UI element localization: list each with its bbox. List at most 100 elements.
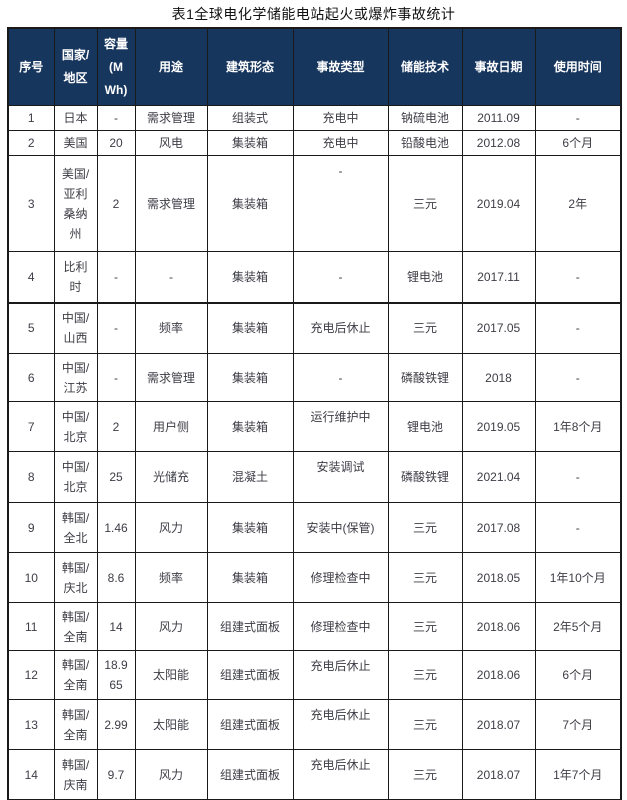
cell-capacity: - [96, 353, 136, 402]
cell-date: 2017.11 [461, 251, 536, 304]
cell-capacity: 2 [96, 401, 136, 452]
cell-capacity: - [96, 105, 136, 131]
cell-usage: 风力 [134, 749, 208, 800]
cell-region: 美国/ 亚利 桑纳 州 [53, 155, 98, 252]
cell-region: 韩国/ 全南 [53, 699, 98, 750]
cell-date: 2018.06 [461, 650, 536, 700]
cell-tech: 磷酸铁锂 [387, 451, 463, 503]
col-header-region: 国家/ 地区 [53, 27, 98, 106]
cell-capacity: 18.9 65 [96, 650, 136, 700]
cell-date: 2018.06 [461, 602, 536, 651]
cell-accident-type: 充电中 [292, 105, 389, 131]
cell-index: 6 [7, 353, 55, 402]
cell-accident-type: - [292, 353, 389, 402]
cell-capacity: 1.46 [96, 502, 136, 553]
cell-index: 4 [7, 251, 55, 304]
cell-date: 2018.07 [461, 749, 536, 800]
cell-usage: 太阳能 [134, 650, 208, 700]
cell-duration: 1年8个月 [534, 401, 622, 452]
cell-usage: 频率 [134, 552, 208, 603]
cell-region: 韩国/ 庆南 [53, 749, 98, 800]
cell-index: 11 [7, 602, 55, 651]
cell-building: 集装箱 [206, 251, 294, 304]
col-header-capacity: 容量 (M Wh) [96, 27, 136, 106]
cell-usage: 光储充 [134, 451, 208, 503]
cell-index: 7 [7, 401, 55, 452]
cell-index: 8 [7, 451, 55, 503]
table-row: 7 中国/ 北京 2 用户侧 集装箱 运行维护中 锂电池 2019.05 1年8… [7, 401, 622, 452]
cell-usage: - [134, 251, 208, 304]
cell-usage: 风力 [134, 602, 208, 651]
cell-capacity: 25 [96, 451, 136, 503]
cell-usage: 频率 [134, 302, 208, 354]
cell-capacity: 9.7 [96, 749, 136, 800]
cell-usage: 需求管理 [134, 353, 208, 402]
cell-region: 韩国/ 全南 [53, 650, 98, 700]
cell-index: 14 [7, 749, 55, 800]
cell-accident-type: 运行维护中 [292, 401, 389, 452]
cell-building: 集装箱 [206, 130, 294, 156]
cell-building: 组建式面板 [206, 749, 294, 800]
cell-tech: 三元 [387, 302, 463, 354]
table-row: 13 韩国/ 全南 2.99 太阳能 组建式面板 充电后休止 三元 2018.0… [7, 699, 622, 750]
table-row: 11 韩国/ 全南 14 风力 组建式面板 修理检查中 三元 2018.06 2… [7, 602, 622, 651]
cell-index: 5 [7, 302, 55, 354]
table-row: 6 中国/ 江苏 - 需求管理 集装箱 - 磷酸铁锂 2018 - [7, 353, 622, 402]
col-header-usage: 用途 [134, 27, 208, 106]
cell-index: 1 [7, 105, 55, 131]
cell-region: 美国 [53, 130, 98, 156]
cell-date: 2018.07 [461, 699, 536, 750]
cell-index: 9 [7, 502, 55, 553]
cell-accident-type: 修理检查中 [292, 602, 389, 651]
cell-duration: - [534, 105, 622, 131]
cell-duration: 6个月 [534, 650, 622, 700]
cell-region: 韩国/ 全南 [53, 602, 98, 651]
cell-tech: 锂电池 [387, 251, 463, 304]
cell-tech: 三元 [387, 699, 463, 750]
cell-building: 组建式面板 [206, 699, 294, 750]
cell-capacity: 8.6 [96, 552, 136, 603]
cell-date: 2021.04 [461, 451, 536, 503]
cell-capacity: 14 [96, 602, 136, 651]
cell-capacity: - [96, 251, 136, 304]
cell-duration: 6个月 [534, 130, 622, 156]
cell-accident-type: - [292, 251, 389, 304]
cell-tech: 磷酸铁锂 [387, 353, 463, 402]
cell-duration: - [534, 302, 622, 354]
cell-capacity: 20 [96, 130, 136, 156]
cell-accident-type: 充电后休止 [292, 699, 389, 750]
col-header-date: 事故日期 [461, 27, 536, 106]
cell-accident-type: 充电后休止 [292, 749, 389, 800]
cell-usage: 太阳能 [134, 699, 208, 750]
cell-accident-type: 充电中 [292, 130, 389, 156]
cell-region: 日本 [53, 105, 98, 131]
cell-region: 韩国/ 庆北 [53, 552, 98, 603]
cell-index: 3 [7, 155, 55, 252]
cell-duration: 7个月 [534, 699, 622, 750]
cell-index: 10 [7, 552, 55, 603]
cell-duration: - [534, 251, 622, 304]
cell-date: 2018 [461, 353, 536, 402]
cell-date: 2017.05 [461, 302, 536, 354]
cell-duration: - [534, 502, 622, 553]
table-header-row: 序号 国家/ 地区 容量 (M Wh) 用途 建筑形态 事故类型 储能技术 事故… [7, 27, 622, 106]
table-row: 12 韩国/ 全南 18.9 65 太阳能 组建式面板 充电后休止 三元 201… [7, 650, 622, 700]
cell-tech: 三元 [387, 602, 463, 651]
cell-building: 集装箱 [206, 401, 294, 452]
table-row: 3 美国/ 亚利 桑纳 州 2 需求管理 集装箱 - 三元 2019.04 2年 [7, 155, 622, 252]
col-header-building: 建筑形态 [206, 27, 294, 106]
table-row: 5 中国/ 山西 - 频率 集装箱 充电后休止 三元 2017.05 - [7, 302, 622, 354]
cell-building: 集装箱 [206, 552, 294, 603]
cell-duration: 2年 [534, 155, 622, 252]
table-row: 8 中国/ 北京 25 光储充 混凝土 安装调试 磷酸铁锂 2021.04 - [7, 451, 622, 503]
cell-building: 集装箱 [206, 155, 294, 252]
cell-index: 12 [7, 650, 55, 700]
cell-tech: 铅酸电池 [387, 130, 463, 156]
cell-usage: 需求管理 [134, 155, 208, 252]
cell-duration: 2年5个月 [534, 602, 622, 651]
cell-date: 2019.05 [461, 401, 536, 452]
cell-tech: 三元 [387, 749, 463, 800]
cell-usage: 风力 [134, 502, 208, 553]
col-header-index: 序号 [7, 27, 55, 106]
